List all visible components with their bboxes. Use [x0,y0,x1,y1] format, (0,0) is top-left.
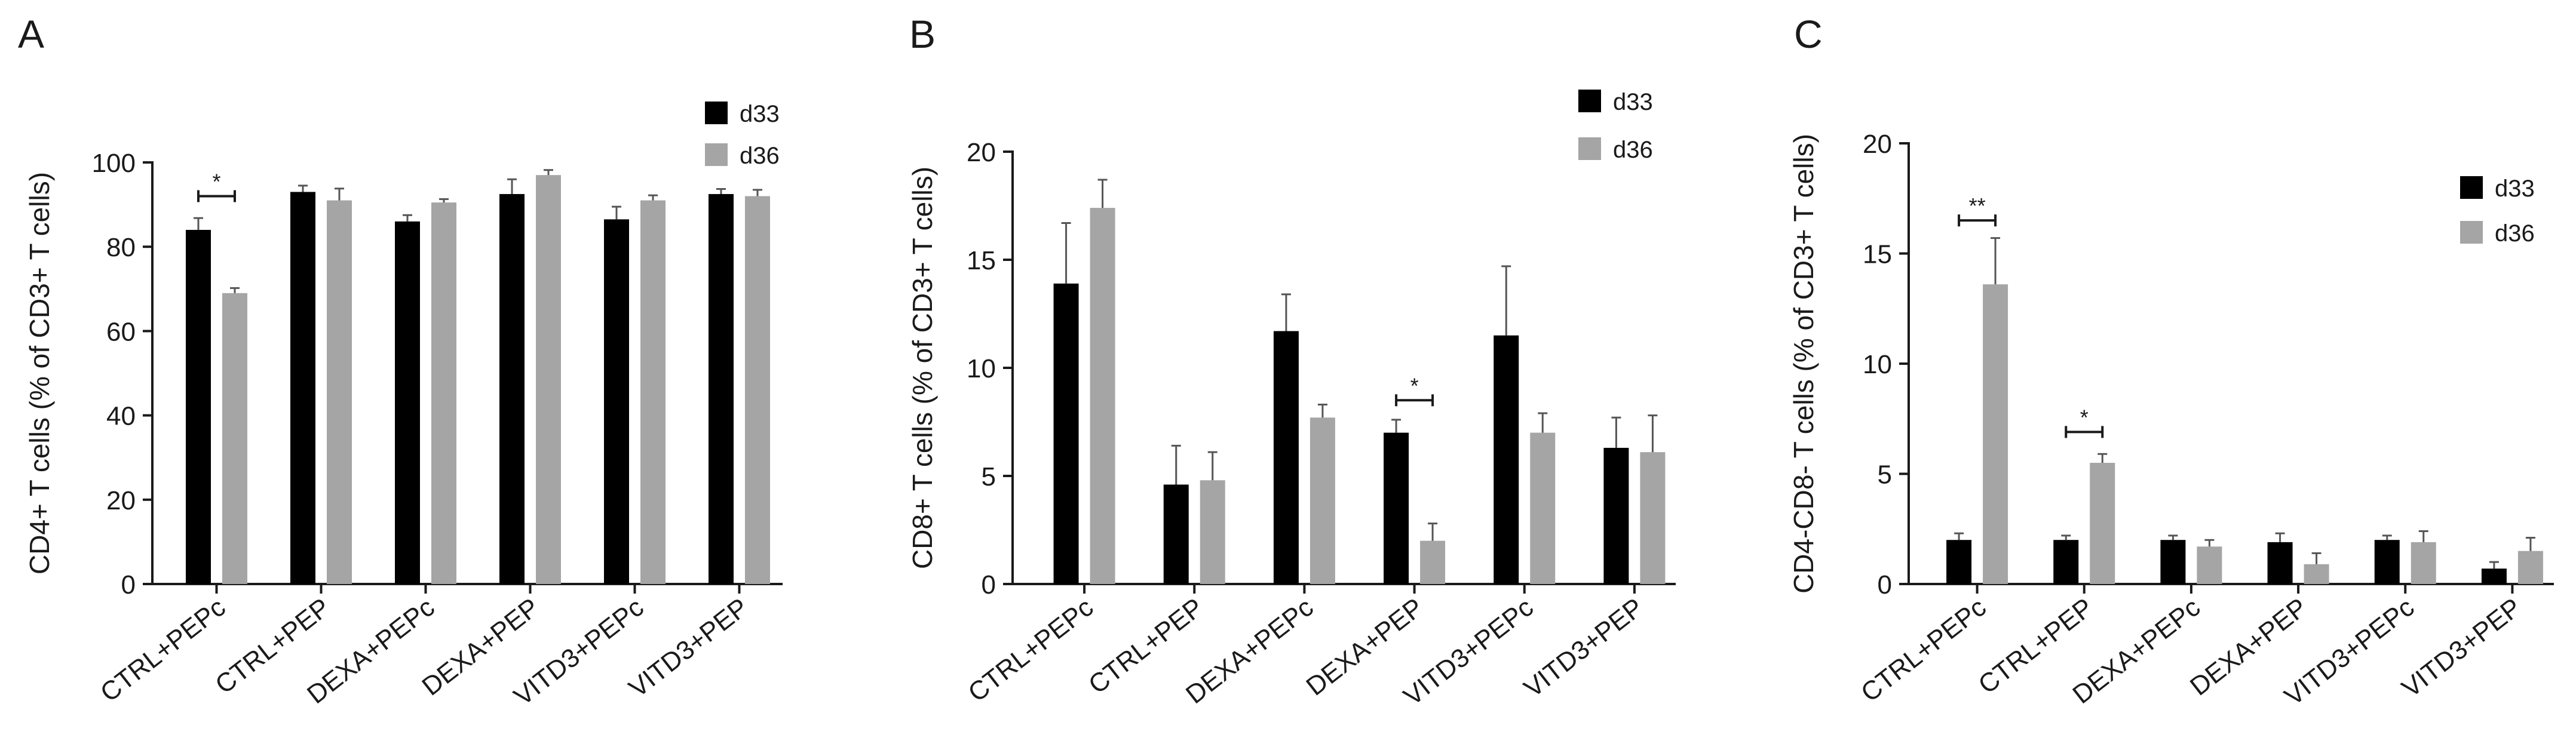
panel-b-bar-d33 [1494,335,1519,584]
panel-b-bar-d33 [1273,331,1299,584]
panel-c-bar-d36 [2090,463,2115,584]
panel-c-legend-label-d33: d33 [2495,176,2535,202]
panel-b-legend-swatch-d36 [1578,137,1601,160]
panel-c-ytick-label: 10 [1863,350,1892,379]
panel-b-category-label: CTRL+PEPc [963,592,1099,708]
panel-c-bar-d33 [2374,540,2400,584]
panel-c-ylabel: CD4-CD8- T cells (% of CD3+ T cells) [1788,134,1819,594]
panel-a-legend-swatch-d33 [705,102,728,124]
panel-c-legend-swatch-d33 [2460,176,2483,199]
panel-a-bar-d36 [640,200,666,584]
panel-b-ytick-label: 10 [967,354,996,383]
panel-a-bar-d33 [604,219,629,584]
panel-a-ytick-label: 0 [121,570,136,600]
panel-c-category-label: CTRL+PEPc [1856,592,1992,708]
panel-a-category-label: CTRL+PEPc [95,592,231,708]
panel-c-significance-label: * [2080,405,2089,429]
panel-c-bar-d36 [2411,542,2436,584]
panel-c-bar-d33 [2160,540,2186,584]
panel-a-ytick-label: 60 [106,317,136,346]
panel-c-ytick-label: 20 [1863,130,1892,159]
panel-b-category-label: VITD3+PEP [1519,592,1649,703]
panel-c-bar-d33 [1946,540,1972,584]
panel-b-legend-label-d33: d33 [1613,89,1653,115]
panel-a-significance-label: * [212,169,220,193]
panel-a-ytick-label: 20 [106,486,136,515]
panel-b-ytick-label: 15 [967,246,996,275]
panel-c-significance-label: ** [1969,193,1986,218]
panel-a-legend-label-d36: d36 [740,143,780,169]
panel-a-bar-d36 [745,196,770,585]
panel-b-bar-d36 [1310,417,1335,584]
panel-b-bar-d36 [1640,452,1666,584]
panel-c-category-label: VITD3+PEP [2397,592,2527,703]
panel-c-bar-d36 [2197,546,2222,584]
panel-a-bar-d36 [222,293,247,584]
panel-a-ylabel: CD4+ T cells (% of CD3+ T cells) [24,172,55,574]
panel-c-ytick-label: 15 [1863,240,1892,269]
panel-a-bar-d36 [536,175,561,584]
panel-a-ytick-label: 80 [106,233,136,262]
panel-b-bar-d36 [1200,480,1225,584]
panel-b-bar-d36 [1090,208,1115,584]
panel-c-ytick-label: 0 [1878,570,1892,600]
panel-a-bar-d33 [395,221,420,585]
panel-b-bar-d33 [1384,432,1409,584]
panel-b-significance-label: * [1410,373,1419,398]
panel-b-bar-d36 [1420,540,1446,584]
panel-b-bar-d36 [1530,432,1556,584]
panel-b-bar-d33 [1053,283,1079,584]
panel-c-bar-d33 [2053,540,2079,584]
panel-b-ytick-label: 20 [967,138,996,167]
panel-c-bar-d36 [1983,284,2008,584]
panel-b-legend-swatch-d33 [1578,90,1601,112]
panel-b-bar-d33 [1603,447,1629,584]
panel-a-ytick-label: 40 [106,402,136,431]
panel-c-bar-d36 [2517,551,2543,584]
panel-a-ytick-label: 100 [92,149,136,178]
panel-c-bar-d33 [2267,542,2293,584]
panel-c-legend-label-d36: d36 [2495,220,2535,247]
panel-a-bar-d33 [499,193,525,584]
panel-a-letter: A [18,12,44,56]
panel-c-bar-d33 [2481,568,2507,584]
panel-b-ylabel: CD8+ T cells (% of CD3+ T cells) [907,167,938,569]
panel-a-bar-d36 [431,202,456,584]
panel-a-bar-d33 [290,192,315,584]
panel-b-ytick-label: 5 [982,462,996,491]
panel-a-bar-d33 [709,193,734,584]
panel-c-letter: C [1794,12,1823,56]
panel-c-legend-swatch-d36 [2460,221,2483,244]
panel-a-legend-label-d33: d33 [740,101,780,127]
panel-a-bar-d33 [186,229,211,585]
panel-c-ytick-label: 5 [1878,460,1892,490]
panel-a-legend-swatch-d36 [705,143,728,166]
panel-a-bar-d36 [327,200,352,584]
panel-b-bar-d33 [1163,484,1189,584]
panel-c-bar-d36 [2304,564,2329,584]
panel-b-ytick-label: 0 [982,570,996,600]
panel-b-legend-label-d36: d36 [1613,137,1653,163]
panel-b-letter: B [909,12,936,56]
